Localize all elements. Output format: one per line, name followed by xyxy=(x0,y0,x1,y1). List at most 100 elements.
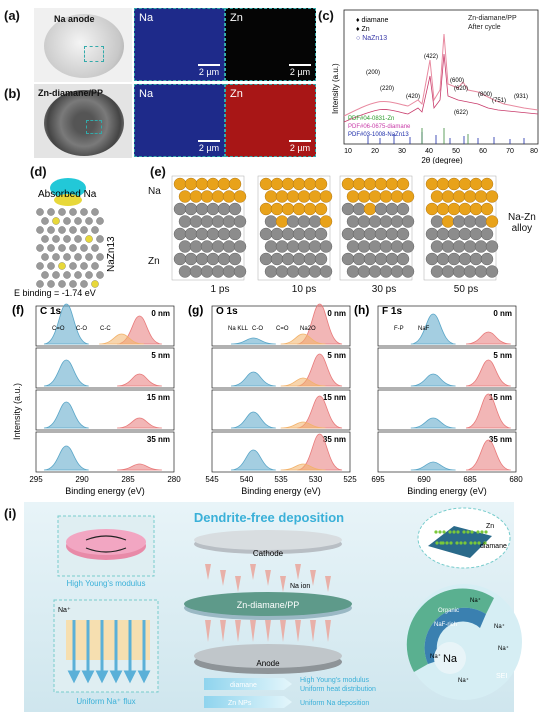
zn-atom xyxy=(178,265,192,278)
panel-e-label: (e) xyxy=(150,164,166,179)
zn-atom xyxy=(69,244,77,252)
na-atom xyxy=(275,215,289,228)
ion-drop-icon xyxy=(310,620,316,642)
na-atom xyxy=(436,202,450,216)
zn-atom xyxy=(447,252,461,266)
sei-organic-label: Organic xyxy=(438,608,459,614)
na-atom xyxy=(286,190,300,203)
flux-arrow-icon xyxy=(137,670,151,684)
xps-title: F 1s xyxy=(382,306,402,317)
zn-atom xyxy=(96,271,104,279)
zn-atom xyxy=(206,252,220,266)
zn-map-a: Zn 2 µm xyxy=(225,8,316,81)
zn-atom xyxy=(63,217,71,225)
panel-d-label: (d) xyxy=(30,164,47,179)
zn-atom xyxy=(352,252,366,266)
xps-peak xyxy=(43,359,89,387)
zn-atom xyxy=(374,252,388,266)
xps-row xyxy=(35,431,175,473)
x-tick: 690 xyxy=(417,475,431,484)
zn-atom xyxy=(184,202,198,216)
zn-atom xyxy=(275,240,289,253)
zn-atom xyxy=(80,226,88,234)
na-atom xyxy=(91,280,99,288)
xps-peak xyxy=(280,421,326,429)
zn-atom xyxy=(368,240,382,253)
ion-drop-icon xyxy=(250,564,256,580)
zn-atom xyxy=(69,280,77,288)
zn-atom xyxy=(47,244,55,252)
na-layer-label: Na xyxy=(148,186,161,197)
peak-label: Na2O xyxy=(300,326,316,332)
zn-atom xyxy=(314,227,328,241)
xps-peak xyxy=(117,373,162,387)
zn-atom xyxy=(385,252,399,266)
na-atom xyxy=(447,202,461,216)
na-atom xyxy=(396,177,410,191)
zn-atom xyxy=(396,202,410,216)
zn-atom xyxy=(441,265,455,278)
xps-row xyxy=(35,305,175,347)
zn-atom xyxy=(441,240,455,253)
peak-label: (600) xyxy=(450,78,464,84)
zn-atom xyxy=(41,217,49,225)
peak-label: (220) xyxy=(380,86,394,92)
uniform-flux-label: Uniform Na⁺ flux xyxy=(76,697,135,706)
na-atom xyxy=(363,202,377,216)
zn-atom xyxy=(264,265,278,278)
zn-atom xyxy=(222,265,236,278)
zn-atom xyxy=(352,202,366,216)
x-tick: 20 xyxy=(371,148,379,155)
ion-drop-icon xyxy=(310,570,316,586)
na-atom xyxy=(363,177,377,191)
xps-peak xyxy=(410,461,456,471)
panel-a-label: (a) xyxy=(4,8,20,23)
xps-peak xyxy=(230,449,276,471)
na-atom xyxy=(458,202,472,216)
zn-atom xyxy=(47,226,55,234)
na-atom xyxy=(458,177,472,191)
xrd-legend-sample: Zn-diamane/PP xyxy=(468,15,517,22)
zn-atom xyxy=(485,240,499,253)
na-atom xyxy=(292,177,306,191)
x-tick: 545 xyxy=(205,475,219,484)
zn-atom xyxy=(63,271,71,279)
ion-drop-icon xyxy=(205,564,211,580)
na-atom xyxy=(463,190,477,203)
scale-bar: 2 µm xyxy=(198,140,220,153)
depth-label: 15 nm xyxy=(147,393,170,402)
xps-peak xyxy=(410,313,456,345)
zn-atom xyxy=(436,252,450,266)
x-tick: 290 xyxy=(75,475,89,484)
na-atom xyxy=(314,177,328,191)
na-map-a-label: Na xyxy=(139,12,154,24)
zn-atom xyxy=(396,252,410,266)
zn-atom xyxy=(91,226,99,234)
zn-atom xyxy=(233,215,247,228)
zn-atom xyxy=(259,252,273,266)
zn-atom xyxy=(52,253,60,261)
zn-atom xyxy=(379,265,393,278)
zn-atom xyxy=(63,253,71,261)
xps-peak xyxy=(117,463,162,471)
zn-atom xyxy=(308,265,322,278)
zn-np xyxy=(480,530,484,534)
peak-label: C=O xyxy=(276,326,289,332)
zn-atom xyxy=(173,227,187,241)
zn-atom xyxy=(228,227,242,241)
x-tick: 50 xyxy=(452,148,460,155)
zn-atom xyxy=(217,202,231,216)
zn-atom xyxy=(69,226,77,234)
x-tick: 540 xyxy=(240,475,254,484)
xps-peak xyxy=(410,373,456,387)
ion-drop-icon xyxy=(220,620,226,642)
zn-atom xyxy=(41,253,49,261)
zn-np xyxy=(459,541,463,545)
na-atom xyxy=(390,190,404,203)
nazn13-label: NaZn13 xyxy=(106,236,117,272)
zn-atom xyxy=(217,227,231,241)
zn-np xyxy=(469,541,473,545)
na-atom xyxy=(368,190,382,203)
zn-atom xyxy=(184,227,198,241)
xps-peak xyxy=(43,303,89,345)
